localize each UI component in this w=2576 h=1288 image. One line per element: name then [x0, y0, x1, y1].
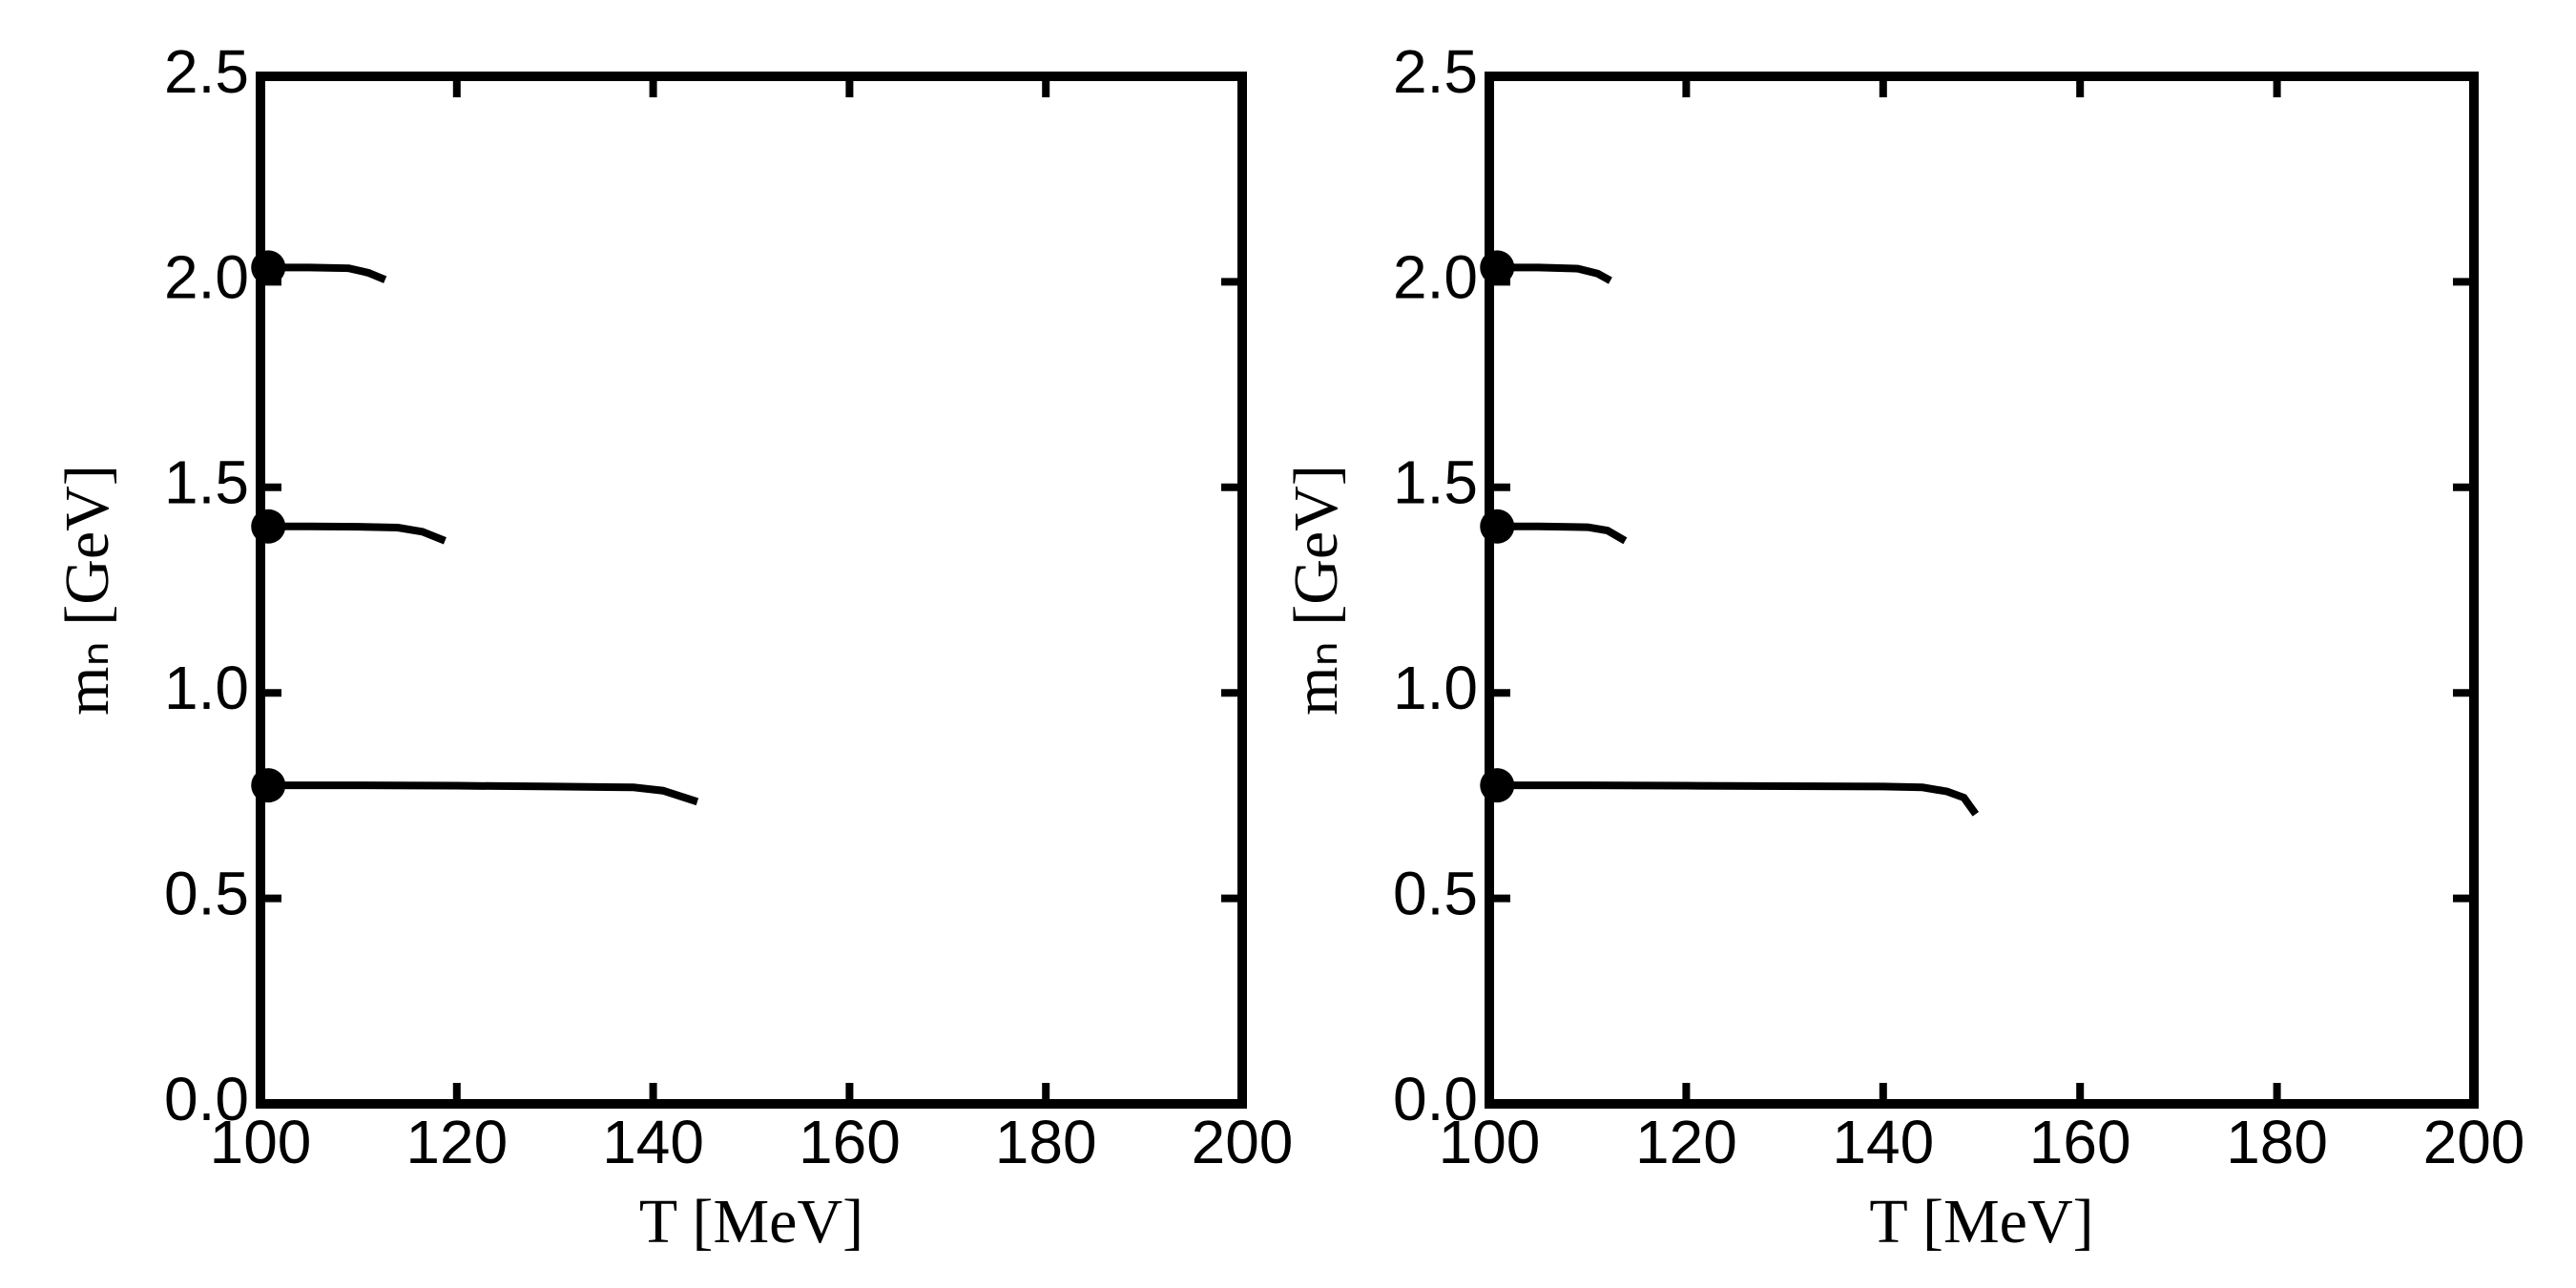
data-line: [268, 781, 699, 806]
y-tick-label: 0.0: [1393, 1065, 1478, 1133]
data-line: [268, 263, 387, 283]
x-tick-label: 160: [799, 1108, 901, 1176]
y-tick-label: 2.0: [1393, 242, 1478, 311]
x-tick-label: 100: [210, 1108, 312, 1176]
start-marker: [1480, 509, 1515, 544]
y-tick-label: 1.5: [1393, 448, 1478, 517]
plot-frame: [256, 72, 1247, 1109]
y-tick-label: 1.0: [1393, 654, 1478, 722]
x-axis-label: T [MeV]: [1869, 1187, 2093, 1257]
y-tick-label: 1.0: [164, 654, 249, 722]
start-marker: [1480, 768, 1515, 803]
data-line: [268, 522, 447, 545]
y-tick-label: 2.5: [1393, 37, 1478, 106]
x-tick-label: 140: [602, 1108, 704, 1176]
x-tick-label: 180: [995, 1108, 1097, 1176]
plot-frame: [1485, 72, 2479, 1109]
x-tick-label: 160: [2029, 1108, 2131, 1176]
x-axis-label: T [MeV]: [639, 1187, 863, 1257]
x-tick-label: 200: [1192, 1108, 1294, 1176]
x-tick-label: 200: [2423, 1108, 2525, 1176]
y-axis-label: mₙ [GeV]: [1281, 465, 1351, 716]
data-line: [1497, 522, 1628, 545]
start-marker: [1480, 250, 1515, 285]
x-tick-label: 140: [1832, 1108, 1934, 1176]
x-tick-label: 180: [2226, 1108, 2328, 1176]
x-tick-label: 100: [1439, 1108, 1541, 1176]
x-tick-label: 120: [1635, 1108, 1737, 1176]
start-marker: [251, 768, 286, 803]
y-tick-label: 2.0: [164, 242, 249, 311]
x-tick-label: 120: [405, 1108, 508, 1176]
start-marker: [251, 250, 286, 285]
y-tick-label: 0.0: [164, 1065, 249, 1133]
data-line: [1497, 781, 1980, 817]
y-axis-label: mₙ [GeV]: [52, 465, 122, 716]
data-line: [1497, 263, 1612, 284]
y-tick-label: 0.5: [164, 860, 249, 928]
y-tick-label: 1.5: [164, 448, 249, 517]
y-tick-label: 0.5: [1393, 860, 1478, 928]
y-tick-label: 2.5: [164, 37, 249, 106]
start-marker: [251, 509, 286, 544]
